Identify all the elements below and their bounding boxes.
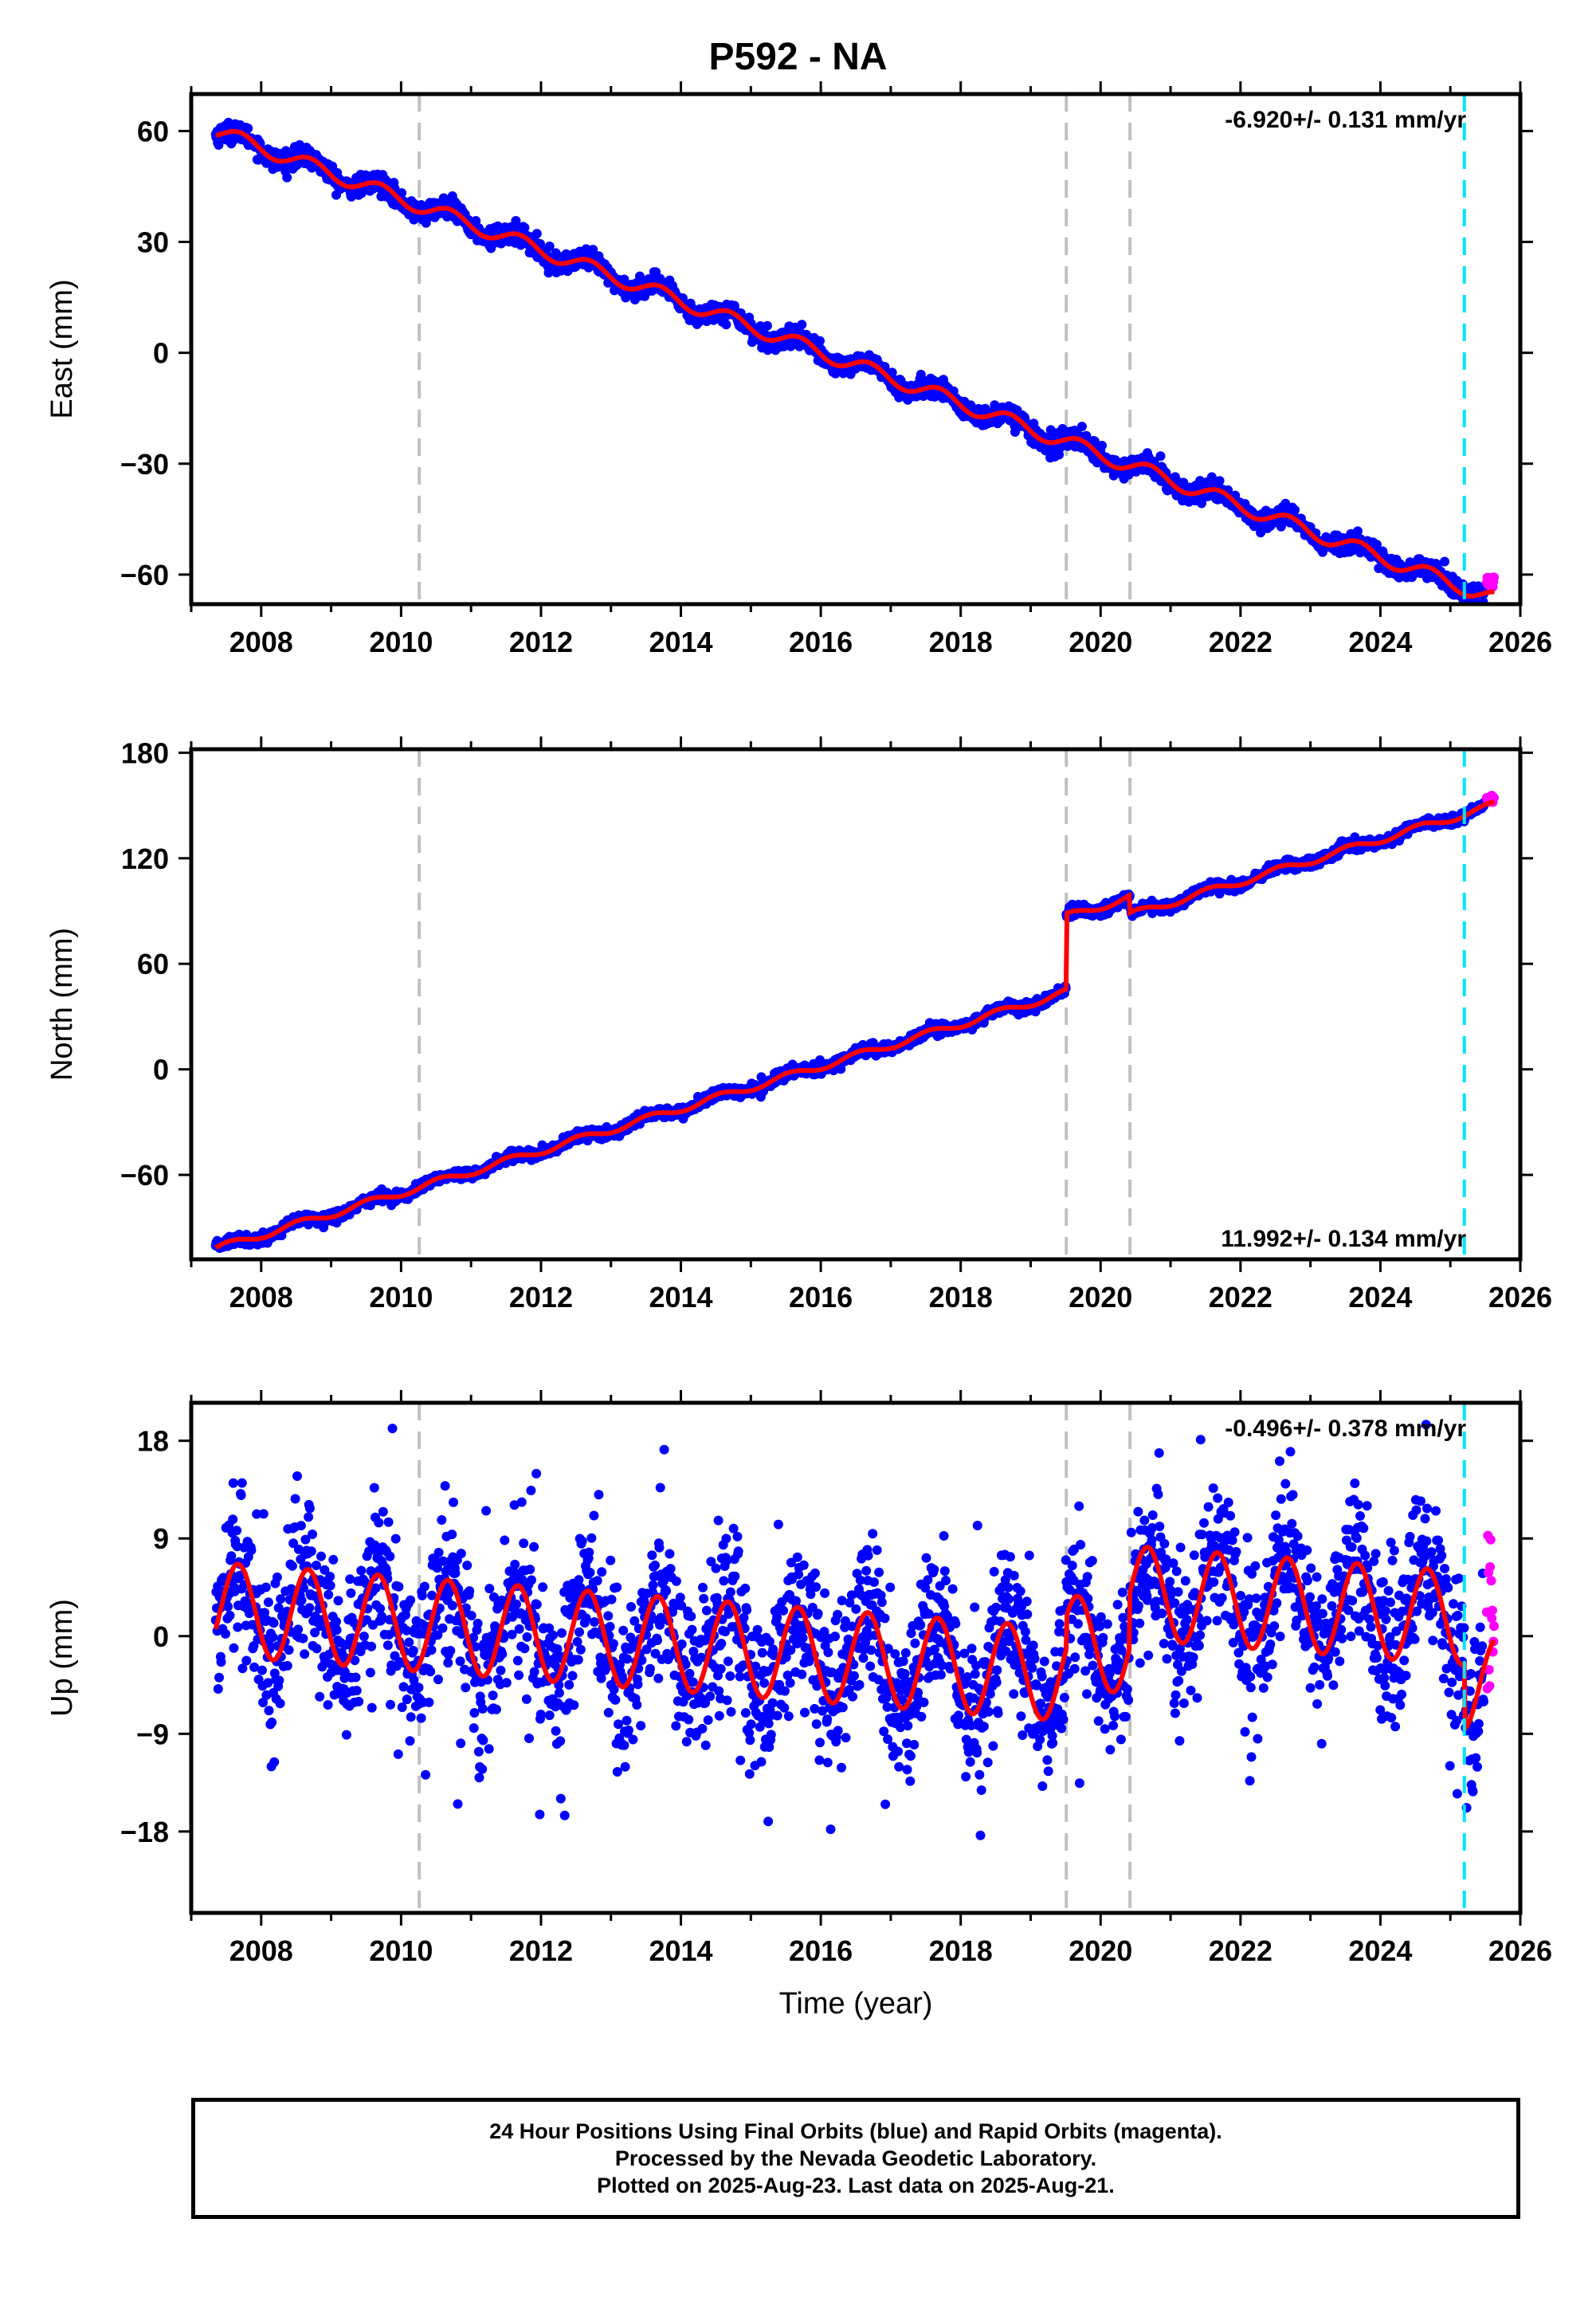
final-orbit-point (1197, 498, 1206, 509)
x-tick-label: 2008 (229, 626, 293, 658)
final-orbit-point (1371, 540, 1382, 550)
final-orbit-point (471, 216, 481, 226)
x-tick-label: 2016 (789, 626, 853, 658)
plot-frame (189, 92, 1523, 607)
x-tick-label: 2022 (1209, 626, 1272, 658)
final-orbit-point (1353, 526, 1363, 536)
rate-label: -6.920+/- 0.131 mm/yr (1225, 107, 1466, 133)
final-orbit-point (531, 229, 542, 239)
model-line (215, 128, 1495, 599)
final-orbit-point (797, 320, 807, 330)
final-orbit-point (836, 1064, 846, 1074)
final-orbit-point (397, 188, 407, 198)
y-axis-label: East (mm) (45, 279, 79, 418)
final-orbit-point (887, 367, 897, 378)
final-orbit-point (762, 320, 772, 331)
final-orbit-point (1290, 505, 1300, 515)
y-tick-label: −60 (120, 559, 169, 591)
y-tick-label: −30 (120, 448, 169, 481)
y-tick-label: 60 (137, 115, 169, 147)
y-tick-label: 30 (137, 226, 169, 259)
final-orbit-point (1214, 476, 1225, 486)
final-orbit-point (282, 172, 292, 183)
rapid-orbit-point (1489, 572, 1499, 583)
final-orbit-point (1076, 422, 1087, 432)
final-orbit-point (815, 336, 825, 346)
x-tick-label: 2010 (369, 626, 433, 658)
final-orbit-point (1155, 451, 1166, 461)
final-orbit-point (1440, 556, 1449, 567)
final-orbit-point (588, 245, 598, 255)
station-title: P592 - NA (708, 36, 888, 78)
north-panel: 2008 2010 2012 2014 2016 2018 2020 2022 2024 2026… (45, 736, 1552, 1314)
x-tick-label: 2020 (1069, 626, 1132, 658)
final-orbit-point (492, 221, 503, 231)
x-tick-label: 2012 (509, 626, 573, 658)
x-tick-label: 2026 (1488, 626, 1552, 658)
final-orbit-point (1276, 521, 1286, 532)
final-orbit-point (544, 242, 555, 251)
final-orbit-point (1256, 528, 1266, 538)
y-tick-label: 0 (153, 337, 169, 370)
final-orbit-point (721, 320, 731, 330)
x-tick-label: 2024 (1348, 626, 1412, 658)
east-panel: 2008 2010 2012 2014 2016 2018 2020 2022 2024 2026… (45, 81, 1552, 658)
x-tick-label: 2018 (929, 626, 993, 658)
final-orbit-point (243, 124, 253, 133)
final-orbit-point (520, 222, 530, 233)
x-tick-label: 2014 (649, 626, 712, 658)
data-points (210, 791, 1499, 1253)
final-orbit-point (1097, 441, 1107, 450)
